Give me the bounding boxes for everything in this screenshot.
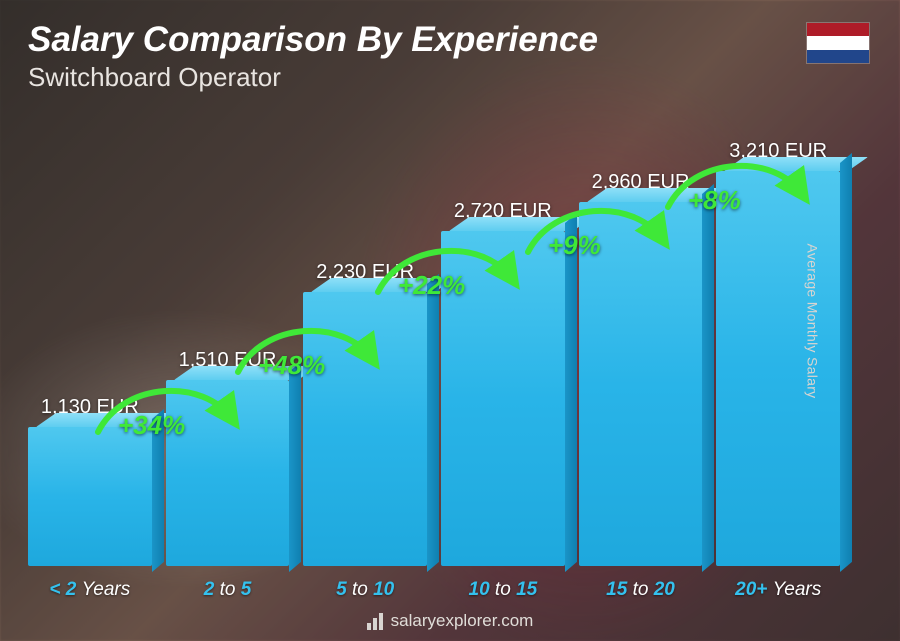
bar xyxy=(28,427,152,566)
x-axis-labels: < 2 Years 2 to 5 5 to 10 10 to 15 15 to 20 20… xyxy=(28,579,840,601)
country-flag-netherlands xyxy=(806,22,870,64)
header: Salary Comparison By Experience Switchbo… xyxy=(28,20,872,93)
x-axis-label: 20+ Years xyxy=(716,579,840,601)
chart-area: 1,130 EUR1,510 EUR2,230 EUR2,720 EUR2,96… xyxy=(28,120,840,566)
increase-percent-label: +8% xyxy=(688,185,741,216)
bar xyxy=(716,171,840,566)
bar xyxy=(166,380,290,566)
x-axis-label: 2 to 5 xyxy=(166,579,290,601)
flag-stripe-mid xyxy=(807,36,869,49)
page-subtitle: Switchboard Operator xyxy=(28,62,872,93)
bar xyxy=(303,292,427,566)
chart-container: Salary Comparison By Experience Switchbo… xyxy=(0,0,900,641)
x-axis-label: 15 to 20 xyxy=(579,579,703,601)
x-axis-label: < 2 Years xyxy=(28,579,152,601)
bar-wrap: 2,230 EUR xyxy=(303,261,427,566)
flag-stripe-top xyxy=(807,23,869,36)
bar-wrap: 2,720 EUR xyxy=(441,200,565,566)
x-axis-label: 5 to 10 xyxy=(303,579,427,601)
y-axis-label: Average Monthly Salary xyxy=(805,243,821,398)
x-axis-label: 10 to 15 xyxy=(441,579,565,601)
logo-icon xyxy=(367,612,385,630)
increase-percent-label: +34% xyxy=(118,410,185,441)
bar-wrap: 1,510 EUR xyxy=(166,349,290,566)
increase-percent-label: +22% xyxy=(398,270,465,301)
footer-attribution: salaryexplorer.com xyxy=(0,611,900,631)
page-title: Salary Comparison By Experience xyxy=(28,20,872,60)
increase-percent-label: +48% xyxy=(258,350,325,381)
footer-text: salaryexplorer.com xyxy=(391,611,534,631)
increase-percent-label: +9% xyxy=(548,230,601,261)
flag-stripe-bot xyxy=(807,50,869,63)
